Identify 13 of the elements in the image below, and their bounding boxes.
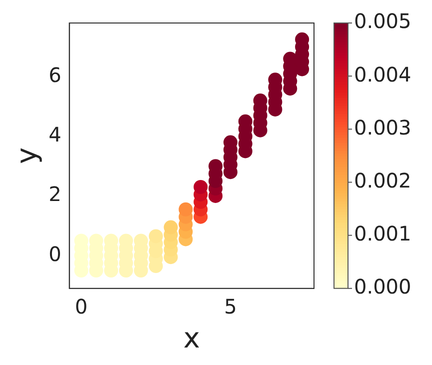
color-bar-label: 0.002 <box>354 168 412 192</box>
y-tick-label: 2 <box>48 182 62 206</box>
color-bar-label: 0.004 <box>354 62 412 86</box>
y-axis-title: y <box>10 147 44 164</box>
color-bar-label: 0.001 <box>354 222 412 246</box>
x-tick-label: 5 <box>224 294 237 319</box>
y-tick-label: 6 <box>48 62 62 87</box>
color-bar-label: 0.005 <box>354 9 412 34</box>
color-bar-label: 0.003 <box>354 115 412 140</box>
x-axis-title: x <box>183 321 200 354</box>
color-bar-label: 0.000 <box>354 274 412 299</box>
y-tick-label: 0 <box>48 242 62 266</box>
y-tick-label: 4 <box>48 122 62 147</box>
